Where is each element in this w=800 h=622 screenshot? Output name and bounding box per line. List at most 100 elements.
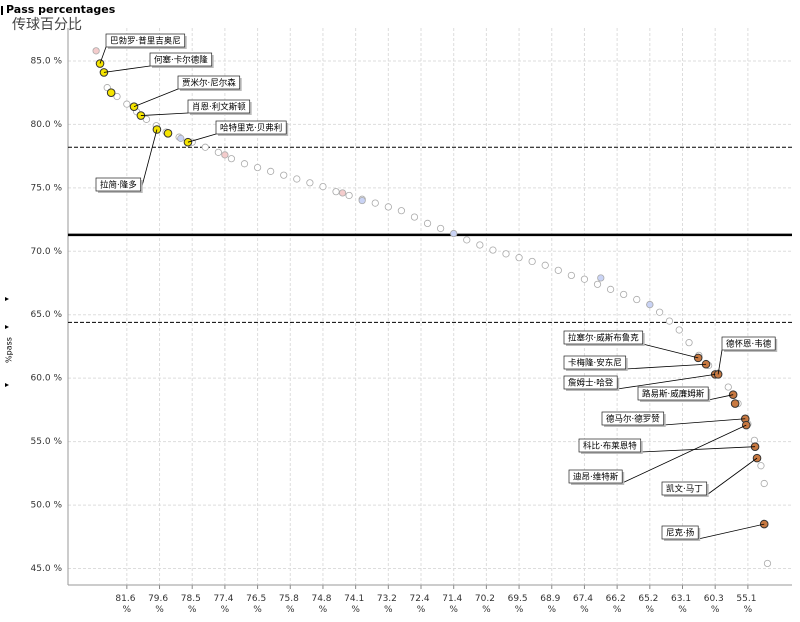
y-tick-label: 65.0 % (31, 310, 63, 320)
label-box (149, 52, 213, 67)
x-tick-label: 78.5 % (181, 594, 204, 615)
data-point (201, 143, 209, 151)
annotation: 哈特里克·贝弗利 (187, 120, 289, 143)
x-tick-label: 70.2 % (475, 594, 498, 615)
x-tick-label: 76.5 % (246, 594, 269, 615)
chart-subtitle: 传球百分比 (12, 17, 82, 33)
data-point (757, 462, 765, 470)
data-point (358, 196, 366, 205)
x-tick-label: 67.4 % (573, 594, 596, 615)
leader-line (622, 424, 747, 484)
data-point (92, 47, 100, 55)
data-point (267, 167, 275, 175)
point-label: 科比·布莱恩特 (583, 441, 637, 452)
x-tick-label: 68.9 % (540, 594, 563, 615)
data-point (730, 399, 740, 408)
data-point (306, 179, 314, 187)
data-point (338, 189, 347, 197)
annotation: 凯文·马丁 (661, 457, 758, 497)
point-label: 尼克·扬 (666, 528, 694, 539)
data-point (142, 115, 151, 123)
point-label: 迪昂·维特斯 (573, 472, 619, 483)
label-box (568, 469, 623, 484)
data-point (633, 295, 641, 304)
leader-line (133, 88, 179, 108)
point-label: 詹姆士·哈登 (568, 378, 614, 389)
annotation: 詹姆士·哈登 (563, 373, 716, 391)
data-point (760, 479, 768, 488)
x-tick-label: 66.2 % (606, 594, 629, 615)
annotation: 德马尔·德罗赞 (601, 411, 746, 427)
x-tick-label: 73.2 % (377, 594, 400, 615)
data-point (567, 271, 575, 280)
x-tick-label: 69.5 % (508, 594, 531, 615)
leader-line (717, 349, 723, 375)
data-point (113, 92, 121, 101)
data-point (620, 290, 628, 299)
label-box (215, 120, 287, 135)
x-tick-label: 72.4 % (410, 594, 433, 615)
annotation: 路易斯·威廉姆斯 (637, 386, 734, 402)
point-label: 贾米尔·尼尔森 (182, 78, 236, 89)
x-tick-label: 75.8 % (279, 594, 302, 615)
data-point (665, 317, 674, 325)
chart-title: Pass percentages (6, 3, 116, 16)
y-tick-label: 45.0 % (31, 564, 63, 574)
leader-line (706, 457, 758, 496)
x-tick-label: 60.3 % (704, 594, 727, 615)
data-point (515, 254, 523, 262)
data-point (214, 148, 222, 156)
data-point (253, 163, 262, 172)
point-label: 何塞·卡尔德隆 (154, 55, 208, 66)
data-point (371, 199, 379, 207)
point-label: 德怀恩·韦德 (726, 339, 772, 350)
point-label: 凯文·马丁 (666, 484, 703, 495)
y-tick-label: 60.0 % (31, 374, 63, 384)
data-point (423, 219, 432, 227)
data-point (280, 171, 288, 179)
data-point (763, 559, 772, 568)
leader-line (698, 523, 765, 540)
label-box (661, 481, 708, 496)
y-tick-label: 80.0 % (31, 120, 63, 130)
label-box (105, 33, 186, 48)
data-point (554, 266, 562, 274)
point-label: 哈特里克·贝弗利 (220, 123, 282, 134)
point-label: 肖恩·利文斯顿 (192, 102, 246, 113)
y-tick-label: 70.0 % (31, 247, 63, 257)
data-point (593, 280, 602, 288)
data-point (502, 250, 510, 258)
y-tick-label: 75.0 % (31, 183, 63, 193)
y-tick-label: 55.0 % (31, 437, 63, 447)
x-tick-label: 74.1 % (344, 594, 367, 615)
label-box (177, 75, 241, 90)
label-box (578, 438, 642, 453)
label-box (563, 355, 627, 370)
data-point (541, 261, 549, 269)
data-point (656, 308, 664, 316)
data-point (221, 151, 229, 159)
leader-line (187, 133, 217, 143)
leader-line (140, 129, 158, 192)
point-label: 拉简·隆多 (100, 180, 137, 191)
annotation: 拉塞尔·威斯布鲁克 (563, 330, 699, 359)
leader-line (617, 373, 716, 390)
label-box (661, 525, 699, 540)
x-tick-label: 71.4 % (442, 594, 465, 615)
leader-line (99, 46, 107, 64)
data-point (177, 134, 185, 142)
title-marker (1, 6, 3, 15)
point-label: 巴勃罗·普里吉奥尼 (110, 36, 181, 47)
data-point (685, 339, 693, 347)
data-point (345, 191, 353, 200)
x-tick-label: 55.1 % (736, 594, 759, 615)
annotation: 巴勃罗·普里吉奥尼 (99, 33, 187, 64)
data-point (713, 370, 723, 379)
data-point (332, 188, 340, 196)
data-point (437, 224, 445, 233)
data-point (580, 275, 589, 283)
x-tick-label: 79.6 % (148, 594, 171, 615)
label-box (563, 375, 618, 390)
